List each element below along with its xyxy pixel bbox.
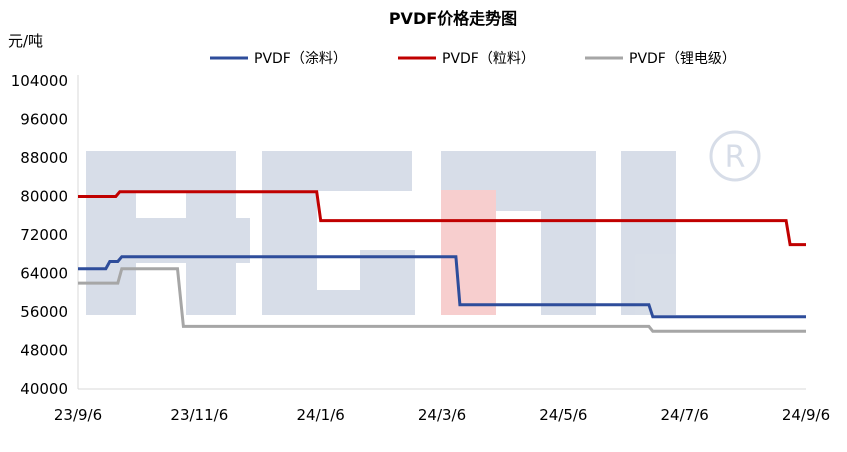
y-tick-label: 56000 <box>20 303 68 321</box>
y-tick-label: 88000 <box>20 149 68 167</box>
legend-label: PVDF（涂料） <box>254 51 347 67</box>
x-tick-label: 23/9/6 <box>54 406 102 424</box>
y-tick-label: 80000 <box>20 188 68 206</box>
acmi-watermark-logo: R <box>86 130 761 315</box>
x-tick-label: 23/11/6 <box>170 406 228 424</box>
chart-title: PVDF价格走势图 <box>389 9 517 28</box>
x-tick-label: 24/9/6 <box>782 406 830 424</box>
y-tick-label: 48000 <box>20 342 68 360</box>
series-line-1 <box>78 190 806 247</box>
legend: PVDF（涂料） PVDF（粒料） PVDF（锂电级） <box>210 51 736 67</box>
legend-item: PVDF（涂料） <box>210 51 347 67</box>
y-axis-unit: 元/吨 <box>8 32 43 50</box>
y-tick-label: 72000 <box>20 226 68 244</box>
x-tick-label: 24/5/6 <box>539 406 587 424</box>
x-tick-label: 24/1/6 <box>297 406 345 424</box>
y-axis: 40000 48000 56000 64000 72000 80000 88000 96000… <box>11 72 79 398</box>
x-axis: 23/9/6 23/11/6 24/1/6 24/3/6 24/5/6 24/7/6 24/… <box>54 388 830 424</box>
y-tick-label: 40000 <box>20 380 68 398</box>
y-tick-label: 96000 <box>20 111 68 129</box>
x-tick-label: 24/3/6 <box>418 406 466 424</box>
svg-text:R: R <box>725 140 746 175</box>
legend-item: PVDF（锂电级） <box>585 51 736 67</box>
legend-label: PVDF（锂电级） <box>629 51 736 67</box>
y-tick-label: 104000 <box>11 72 68 90</box>
legend-item: PVDF（粒料） <box>398 51 535 67</box>
legend-label: PVDF（粒料） <box>442 51 535 67</box>
plot-area <box>78 190 806 333</box>
series-line-0 <box>78 255 806 319</box>
y-tick-label: 64000 <box>20 265 68 283</box>
series-line-2 <box>78 267 806 333</box>
x-tick-label: 24/7/6 <box>661 406 709 424</box>
